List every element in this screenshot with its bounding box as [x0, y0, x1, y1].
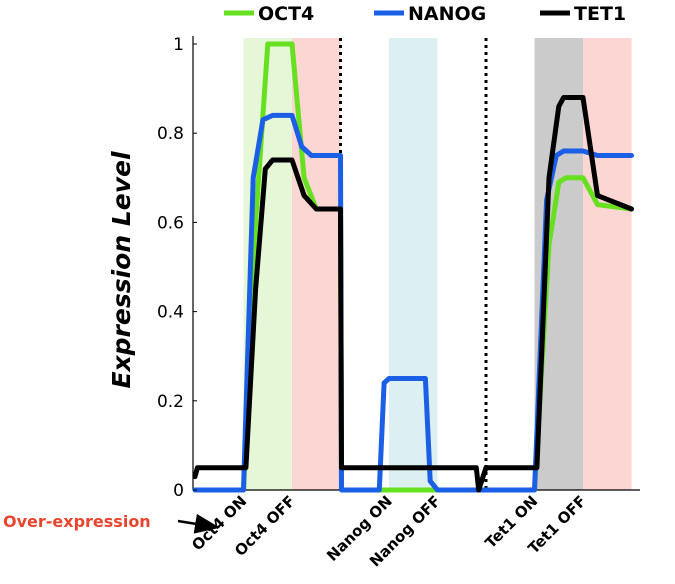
series-line-tet1: [192, 95, 634, 493]
y-tick-label: 0.6: [157, 213, 184, 233]
y-tick-label: 0.8: [157, 124, 184, 144]
shaded-region-5: [583, 38, 632, 490]
series-line-oct4: [192, 41, 634, 493]
legend-label-tet1: TET1: [574, 3, 626, 25]
y-tick-label: 0.2: [157, 392, 184, 412]
over-expression-arrow: [177, 513, 220, 534]
y-tick-label: 1: [173, 35, 184, 55]
y-axis-label: Expression Level: [107, 151, 136, 389]
over-expression-label: Over-expression: [3, 512, 151, 531]
series-line-nanog: [192, 112, 634, 493]
legend-label-oct4: OCT4: [258, 3, 314, 25]
y-tick-label: 0: [173, 481, 184, 501]
shaded-region-3: [389, 38, 438, 490]
y-tick-label: 0.4: [157, 303, 184, 323]
legend-label-nanog: NANOG: [408, 3, 486, 25]
